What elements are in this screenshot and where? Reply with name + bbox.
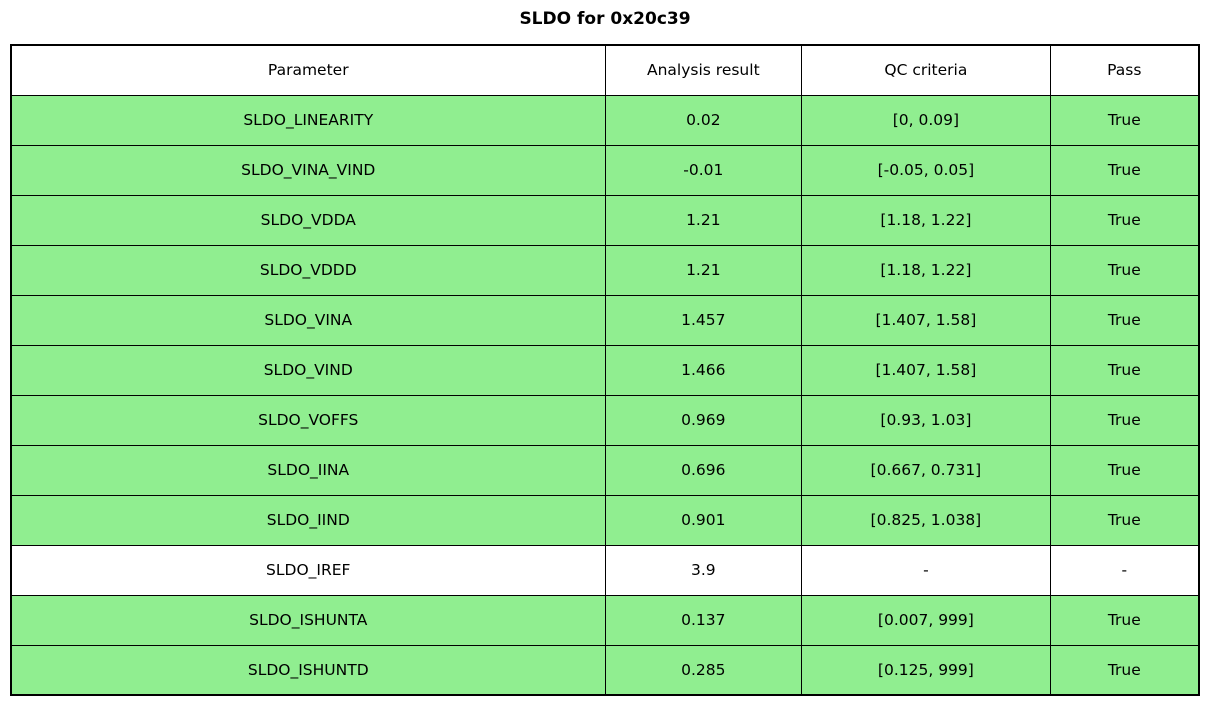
table-row: SLDO_LINEARITY 0.02 [0, 0.09] True bbox=[10, 94, 1200, 146]
result-cell: -0.01 bbox=[604, 144, 803, 196]
qc-criteria-cell: [1.18, 1.22] bbox=[801, 194, 1051, 246]
table-row: SLDO_VIND 1.466 [1.407, 1.58] True bbox=[10, 344, 1200, 396]
pass-cell: True bbox=[1049, 244, 1200, 296]
result-cell: 0.901 bbox=[604, 494, 803, 546]
table-row: SLDO_IINA 0.696 [0.667, 0.731] True bbox=[10, 444, 1200, 496]
pass-cell: True bbox=[1049, 94, 1200, 146]
header-row: Parameter Analysis result QC criteria Pa… bbox=[10, 44, 1200, 96]
qc-criteria-cell: [1.407, 1.58] bbox=[801, 294, 1051, 346]
col-header-analysis-result: Analysis result bbox=[604, 44, 803, 96]
result-cell: 1.21 bbox=[604, 244, 803, 296]
pass-cell: True bbox=[1049, 494, 1200, 546]
parameter-cell: SLDO_VINA_VIND bbox=[10, 144, 606, 196]
qc-criteria-cell: [0.825, 1.038] bbox=[801, 494, 1051, 546]
chart-title: SLDO for 0x20c39 bbox=[519, 9, 691, 29]
table-row: SLDO_VINA_VIND -0.01 [-0.05, 0.05] True bbox=[10, 144, 1200, 196]
qc-criteria-cell: - bbox=[801, 544, 1051, 596]
parameter-cell: SLDO_VOFFS bbox=[10, 394, 606, 446]
qc-criteria-cell: [1.18, 1.22] bbox=[801, 244, 1051, 296]
pass-cell: True bbox=[1049, 294, 1200, 346]
qc-criteria-cell: [0.93, 1.03] bbox=[801, 394, 1051, 446]
pass-cell: True bbox=[1049, 194, 1200, 246]
result-cell: 1.457 bbox=[604, 294, 803, 346]
parameter-cell: SLDO_VIND bbox=[10, 344, 606, 396]
parameter-cell: SLDO_ISHUNTA bbox=[10, 594, 606, 646]
pass-cell: True bbox=[1049, 644, 1200, 696]
result-cell: 3.9 bbox=[604, 544, 803, 596]
result-cell: 1.466 bbox=[604, 344, 803, 396]
table-row: SLDO_IREF 3.9 - - bbox=[10, 544, 1200, 596]
result-cell: 0.696 bbox=[604, 444, 803, 496]
pass-cell: True bbox=[1049, 594, 1200, 646]
result-cell: 0.969 bbox=[604, 394, 803, 446]
qc-results-table: Parameter Analysis result QC criteria Pa… bbox=[10, 44, 1200, 696]
pass-cell: True bbox=[1049, 344, 1200, 396]
table-row: SLDO_IIND 0.901 [0.825, 1.038] True bbox=[10, 494, 1200, 546]
table-row: SLDO_VINA 1.457 [1.407, 1.58] True bbox=[10, 294, 1200, 346]
col-header-parameter: Parameter bbox=[10, 44, 606, 96]
parameter-cell: SLDO_VINA bbox=[10, 294, 606, 346]
qc-criteria-cell: [-0.05, 0.05] bbox=[801, 144, 1051, 196]
parameter-cell: SLDO_ISHUNTD bbox=[10, 644, 606, 696]
parameter-cell: SLDO_IINA bbox=[10, 444, 606, 496]
qc-criteria-cell: [0.125, 999] bbox=[801, 644, 1051, 696]
parameter-cell: SLDO_VDDA bbox=[10, 194, 606, 246]
pass-cell: True bbox=[1049, 394, 1200, 446]
col-header-qc-criteria: QC criteria bbox=[801, 44, 1051, 96]
parameter-cell: SLDO_IREF bbox=[10, 544, 606, 596]
table-row: SLDO_ISHUNTA 0.137 [0.007, 999] True bbox=[10, 594, 1200, 646]
parameter-cell: SLDO_LINEARITY bbox=[10, 94, 606, 146]
qc-criteria-cell: [0.007, 999] bbox=[801, 594, 1051, 646]
pass-cell: True bbox=[1049, 444, 1200, 496]
table-row: SLDO_VOFFS 0.969 [0.93, 1.03] True bbox=[10, 394, 1200, 446]
result-cell: 0.02 bbox=[604, 94, 803, 146]
table-row: SLDO_VDDD 1.21 [1.18, 1.22] True bbox=[10, 244, 1200, 296]
parameter-cell: SLDO_IIND bbox=[10, 494, 606, 546]
qc-criteria-cell: [0, 0.09] bbox=[801, 94, 1051, 146]
col-header-pass: Pass bbox=[1049, 44, 1200, 96]
qc-criteria-cell: [0.667, 0.731] bbox=[801, 444, 1051, 496]
result-cell: 1.21 bbox=[604, 194, 803, 246]
qc-criteria-cell: [1.407, 1.58] bbox=[801, 344, 1051, 396]
pass-cell: - bbox=[1049, 544, 1200, 596]
parameter-cell: SLDO_VDDD bbox=[10, 244, 606, 296]
result-cell: 0.285 bbox=[604, 644, 803, 696]
result-cell: 0.137 bbox=[604, 594, 803, 646]
pass-cell: True bbox=[1049, 144, 1200, 196]
table-row: SLDO_VDDA 1.21 [1.18, 1.22] True bbox=[10, 194, 1200, 246]
table-row: SLDO_ISHUNTD 0.285 [0.125, 999] True bbox=[10, 644, 1200, 696]
